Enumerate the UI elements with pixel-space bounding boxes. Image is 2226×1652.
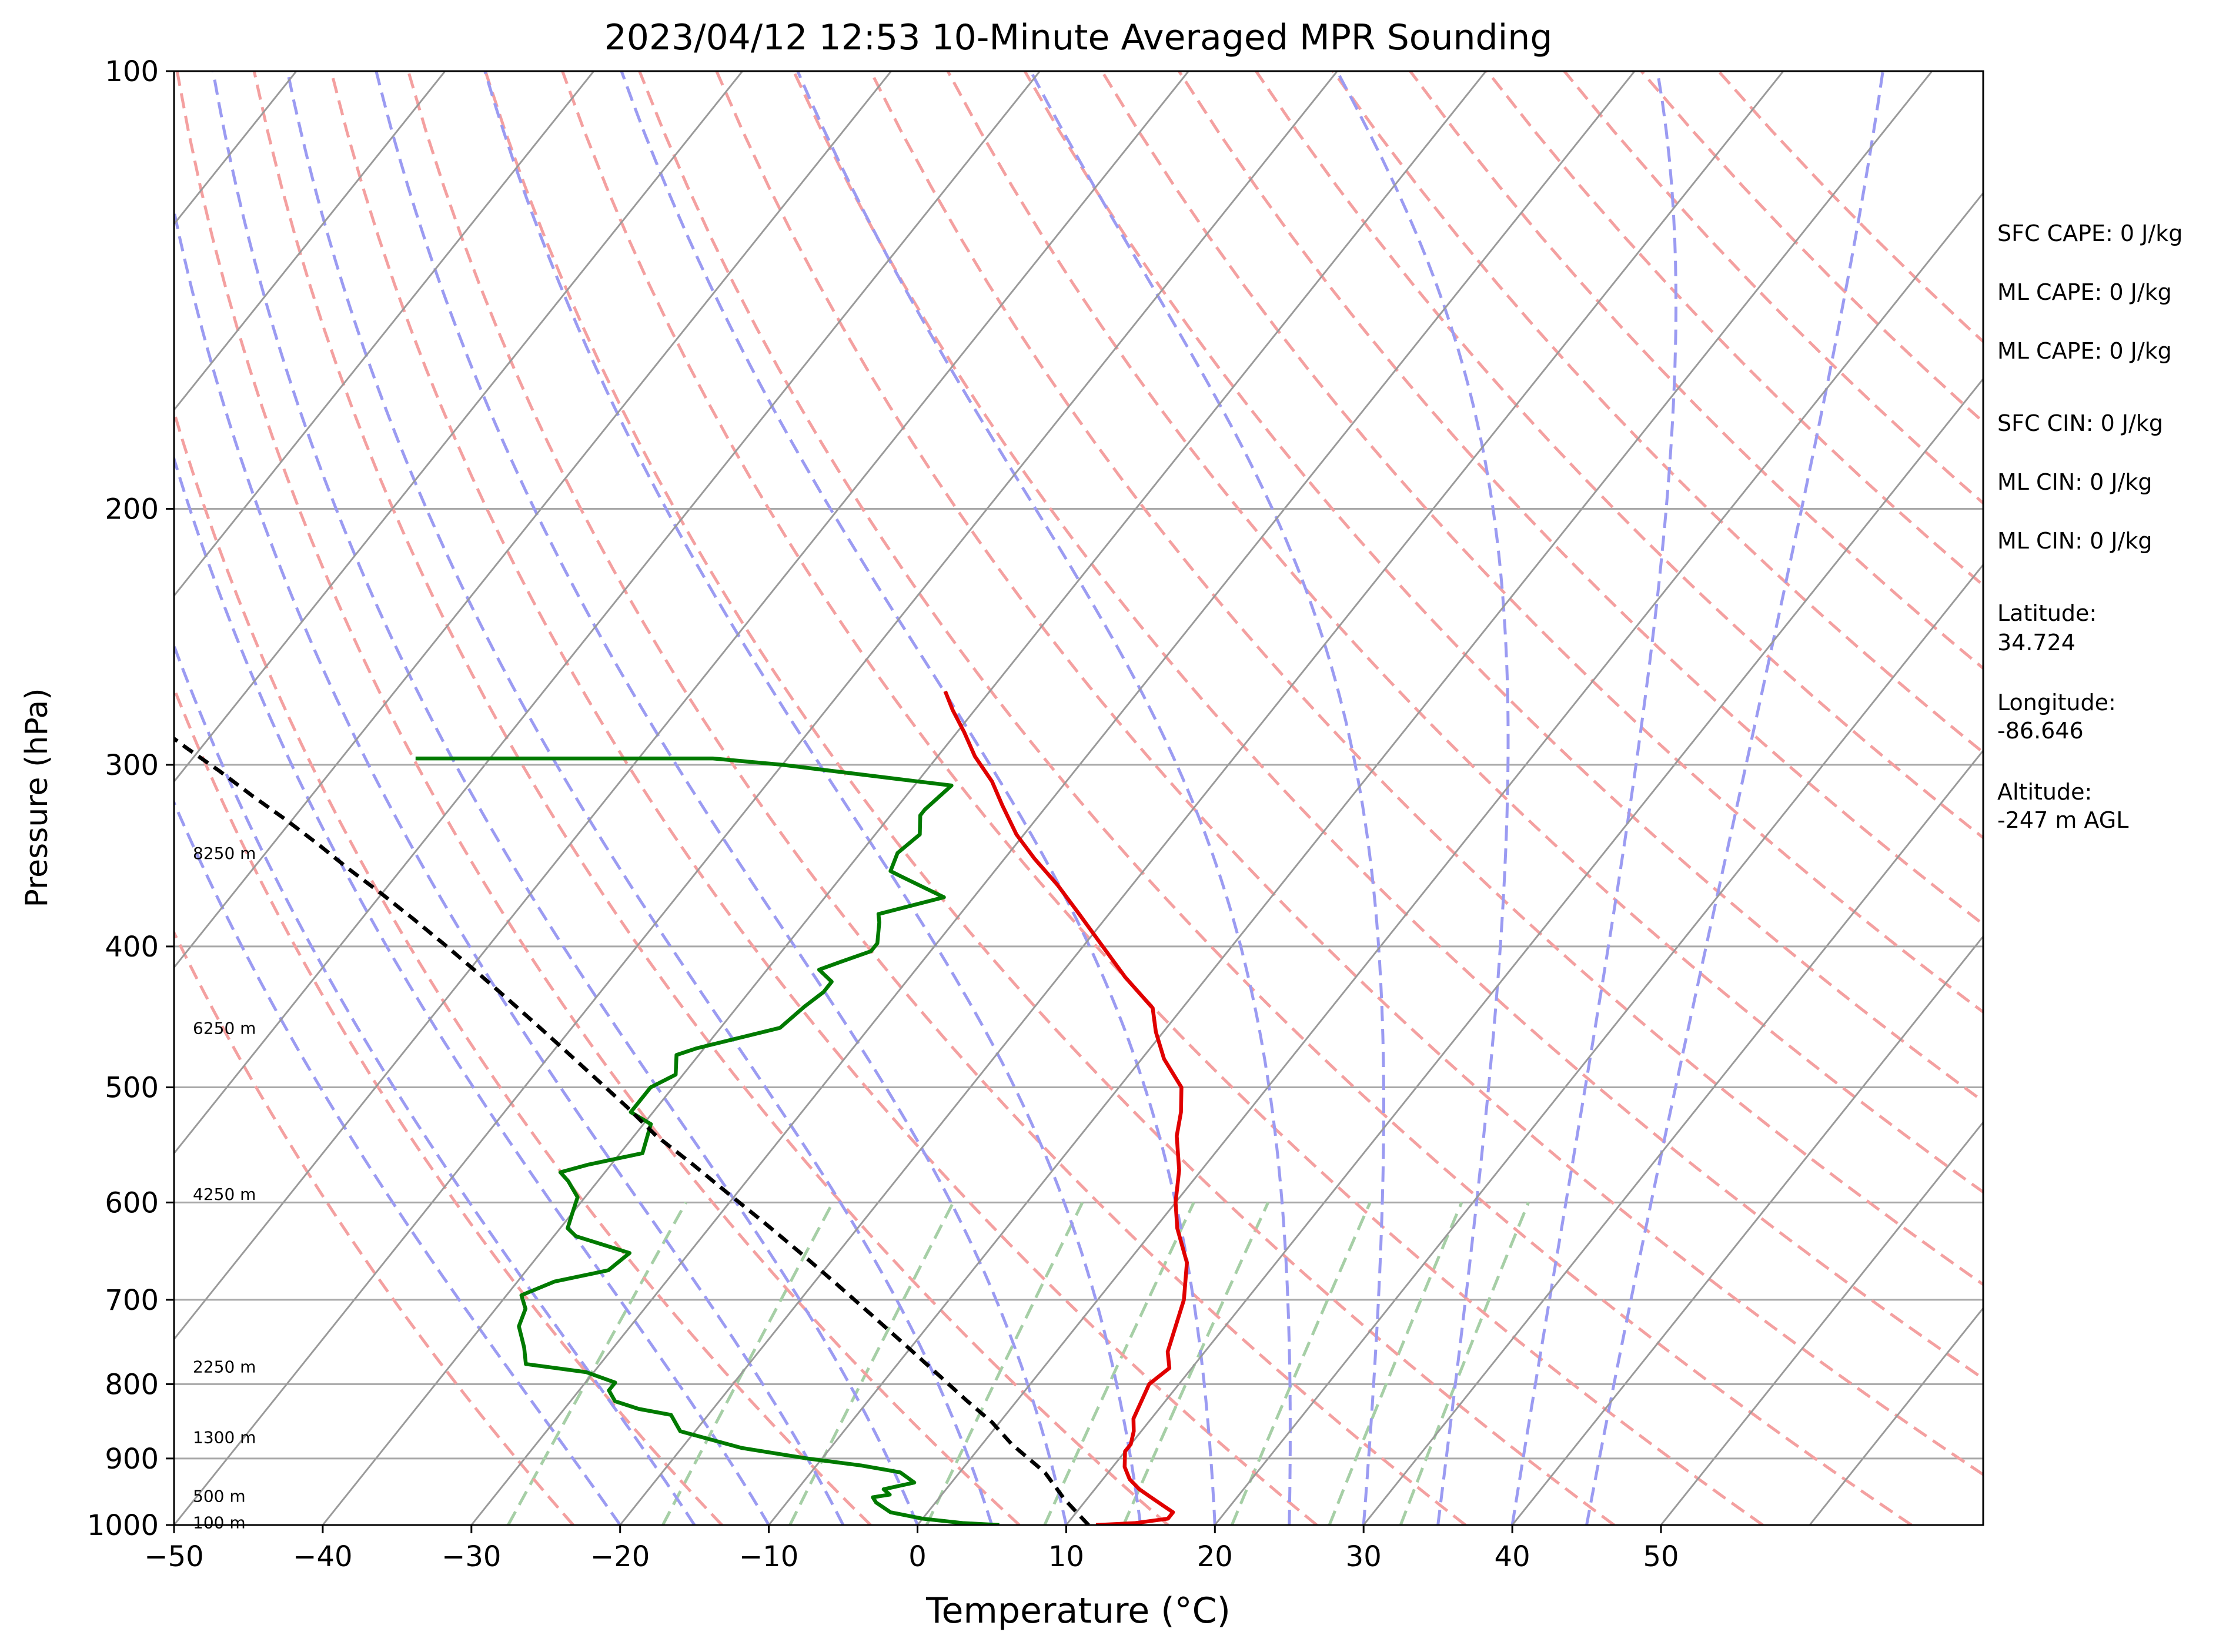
x-tick-label: −20 — [590, 1540, 650, 1573]
y-tick-label: 100 — [105, 55, 159, 88]
y-tick-label: 200 — [105, 493, 159, 526]
x-tick-label: −40 — [293, 1540, 352, 1573]
annotation-text: ML CIN: 0 J/kg — [1997, 469, 2152, 495]
height-label: 2250 m — [193, 1357, 256, 1376]
y-axis-label: Pressure (hPa) — [19, 688, 55, 908]
annotation-text: ML CAPE: 0 J/kg — [1997, 338, 2172, 364]
x-tick-label: −30 — [442, 1540, 501, 1573]
y-tick-label: 900 — [105, 1443, 159, 1476]
annotation-text: SFC CAPE: 0 J/kg — [1997, 220, 2182, 246]
y-tick-label: 1000 — [87, 1509, 159, 1542]
chart-title: 2023/04/12 12:53 10-Minute Averaged MPR … — [604, 17, 1553, 58]
y-tick-label: 600 — [105, 1186, 159, 1219]
height-label: 8250 m — [193, 844, 256, 863]
annotation-text: -247 m AGL — [1997, 807, 2128, 833]
annotation-text: Longitude: — [1997, 690, 2116, 715]
annotation-text: 34.724 — [1997, 630, 2075, 656]
x-tick-label: 20 — [1197, 1540, 1233, 1573]
y-tick-label: 500 — [105, 1072, 159, 1105]
height-label: 500 m — [193, 1487, 246, 1506]
x-tick-label: 10 — [1048, 1540, 1084, 1573]
annotation-text: SFC CIN: 0 J/kg — [1997, 410, 2163, 436]
y-tick-label: 300 — [105, 749, 159, 782]
x-tick-label: 30 — [1346, 1540, 1382, 1573]
y-tick-label: 400 — [105, 931, 159, 964]
x-tick-label: 40 — [1495, 1540, 1530, 1573]
height-label: 1300 m — [193, 1427, 256, 1447]
height-label: 4250 m — [193, 1185, 256, 1204]
x-tick-label: 0 — [908, 1540, 927, 1573]
x-tick-label: 50 — [1643, 1540, 1679, 1573]
height-label: 6250 m — [193, 1018, 256, 1038]
x-axis-label: Temperature (°C) — [925, 1590, 1231, 1631]
annotation-text: -86.646 — [1997, 718, 2084, 744]
y-tick-label: 800 — [105, 1368, 159, 1401]
annotation-text: Latitude: — [1997, 600, 2097, 626]
y-tick-label: 700 — [105, 1284, 159, 1317]
x-tick-label: −10 — [739, 1540, 798, 1573]
annotation-text: ML CAPE: 0 J/kg — [1997, 279, 2172, 305]
annotation-text: ML CIN: 0 J/kg — [1997, 528, 2152, 554]
annotation-text: Altitude: — [1997, 779, 2092, 805]
x-tick-label: −50 — [144, 1540, 203, 1573]
height-label: 100 m — [193, 1513, 246, 1533]
